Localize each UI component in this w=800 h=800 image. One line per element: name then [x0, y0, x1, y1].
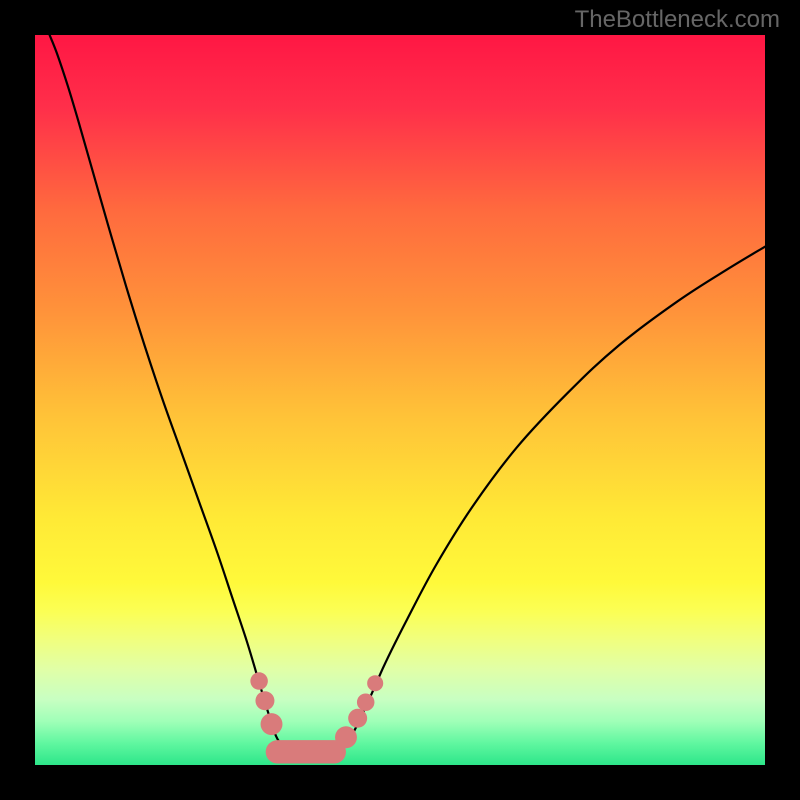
marker-dot — [255, 691, 274, 710]
watermark-label: TheBottleneck.com — [575, 6, 780, 34]
chart-svg — [35, 35, 765, 765]
marker-dot — [348, 709, 367, 728]
marker-dot — [250, 672, 268, 690]
marker-dot — [261, 713, 283, 735]
frame-outer: TheBottleneck.com — [0, 0, 800, 800]
chart-background — [35, 35, 765, 765]
marker-dot — [367, 675, 383, 691]
marker-dot — [335, 726, 357, 748]
plot-area — [35, 35, 765, 765]
marker-dot — [357, 693, 375, 711]
valley-capsule — [266, 740, 346, 763]
